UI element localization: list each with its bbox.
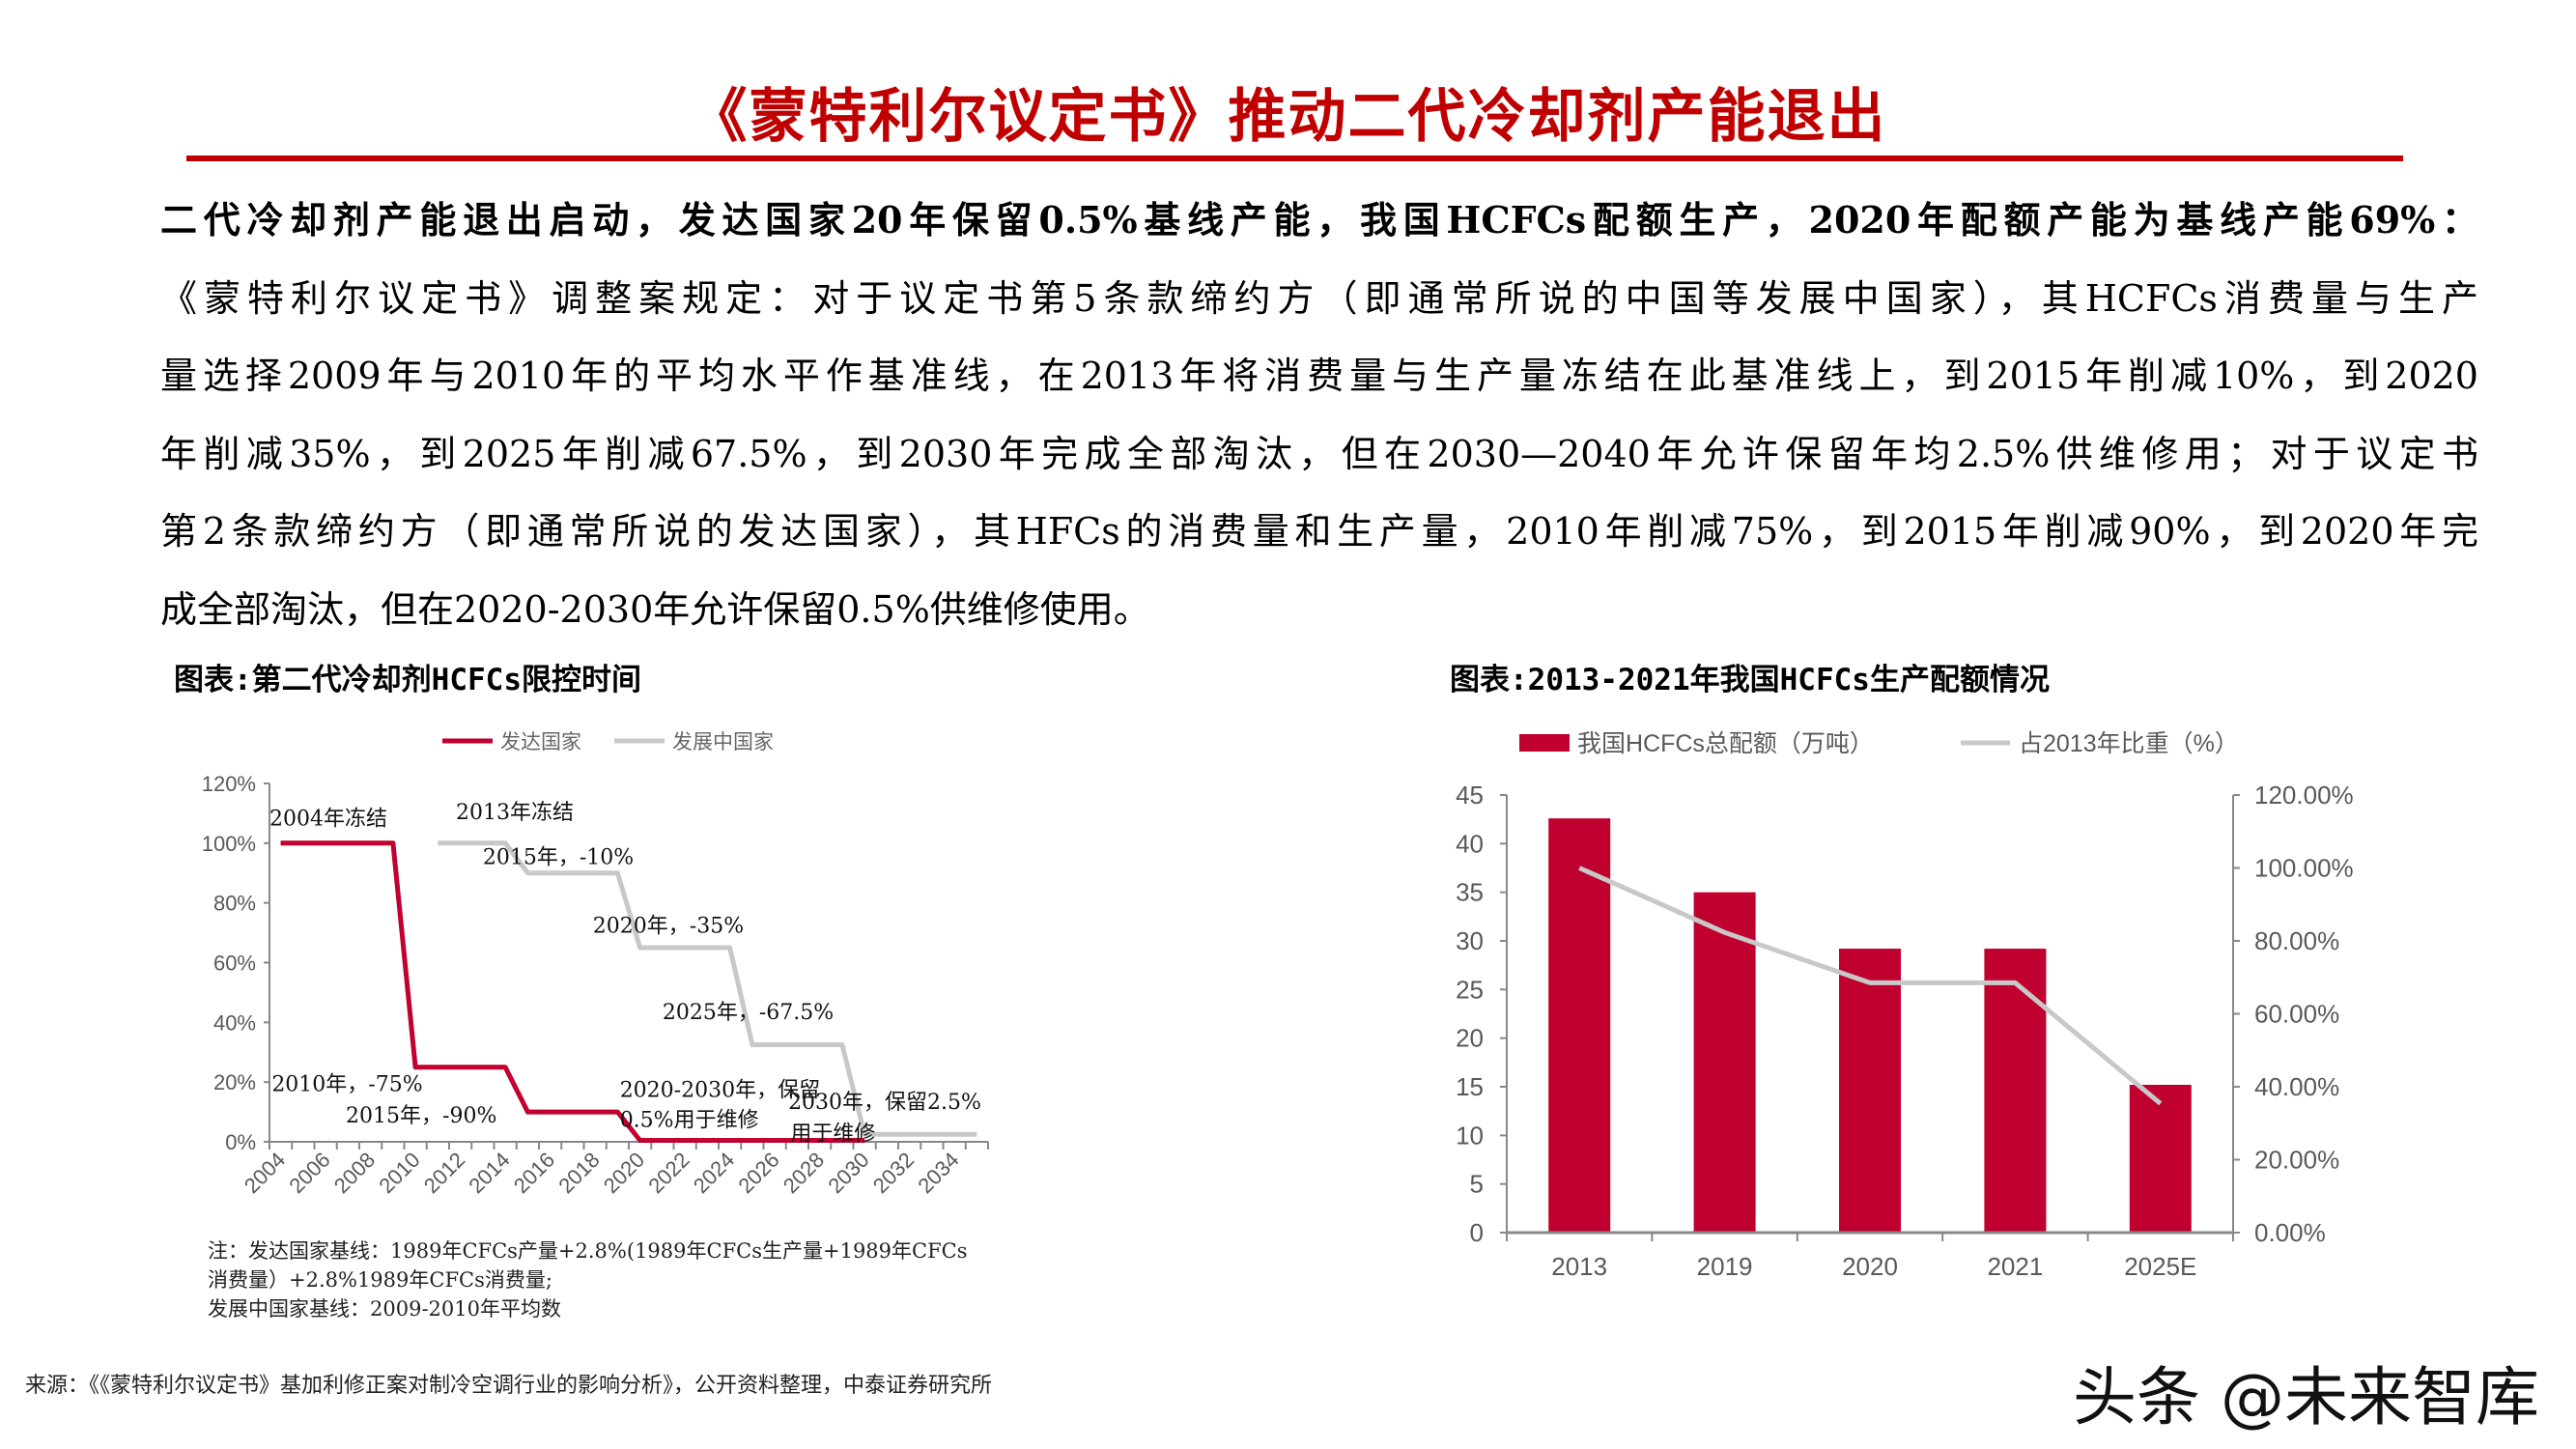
left-annotation: 2004年冻结 [269,807,387,831]
left-x-tick-label: 2018 [553,1148,604,1198]
body-line: 年削减35%，到2025年削减67.5%，到2030年完成全部淘汰，但在2030… [160,432,2478,475]
bar-2019 [1693,892,1756,1233]
left-series-line-developed [280,840,865,1143]
body-headline: 二代冷却剂产能退出启动，发达国家20年保留0.5%基线产能，我国HCFCs配额生… [160,198,2478,242]
left-x-tick-label: 2032 [868,1148,919,1198]
watermark-logo: 头条 @未来智库 [2073,1360,2539,1435]
note-line: 消费量）+2.8%1989年CFCs消费量; [208,1268,552,1292]
left-x-tick-label: 2022 [643,1148,694,1198]
left-annotation: 2010年，-75% [271,1072,422,1096]
left-y-tick-label: 0% [225,1130,256,1154]
right-y2-tick-label: 0.00% [2254,1218,2326,1247]
left-y-tick-label: 80% [213,892,256,916]
left-annotation: 0.5%用于维修 [620,1109,759,1133]
body-text: 二代冷却剂产能退出启动，发达国家20年保留0.5%基线产能，我国HCFCs配额生… [160,193,2478,660]
body-line: 第2条款缔约方（即通常所说的发达国家），其HFCs的消费量和生产量，2010年削… [160,510,2478,553]
left-x-tick-label: 2006 [284,1148,334,1198]
body-line: 量选择2009年与2010年的平均水平作基准线，在2013年将消费量与生产量冻结… [160,355,2478,397]
left-x-tick-label: 2014 [464,1148,514,1198]
right-y-tick-label: 45 [1456,781,1484,810]
title-divider [186,156,2403,161]
left-x-tick-label: 2034 [913,1148,963,1198]
left-x-tick-label: 2026 [733,1148,783,1198]
note-line: 发展中国家基线：2009-2010年平均数 [208,1297,561,1321]
left-annotation: 2020年，-35% [593,915,744,939]
bar-2025E [2129,1084,2192,1233]
right-x-tick-label: 2020 [1842,1252,1898,1281]
left-y-tick-label: 40% [213,1010,256,1035]
right-y-tick-label: 15 [1456,1072,1484,1101]
left-annotation: 2025年，-67.5% [663,1001,834,1025]
right-y2-tick-label: 20.00% [2254,1146,2339,1175]
right-y-tick-label: 35 [1456,878,1484,907]
right-y2-tick-label: 100.00% [2254,854,2354,883]
bar-2020 [1839,949,1901,1233]
right-y-tick-label: 20 [1456,1024,1484,1053]
left-x-tick-label: 2028 [778,1148,829,1198]
left-series-line-developing [438,840,977,1137]
right-y-tick-label: 10 [1456,1121,1484,1150]
left-legend-label: 发展中国家 [672,730,774,753]
bar-2013 [1548,818,1611,1233]
left-x-tick-label: 2020 [599,1148,649,1198]
slide-title: 《蒙特利尔议定书》推动二代冷却剂产能退出 [689,83,1887,151]
chart-note: 注：发达国家基线：1989年CFCs产量+2.8%(1989年CFCs生产量+1… [208,1236,968,1323]
left-x-tick-label: 2024 [689,1148,739,1198]
right-legend-bar-label: 我国HCFCs总配额（万吨） [1577,730,1874,757]
left-annotation: 2013年冻结 [456,801,574,825]
right-y2-tick-label: 120.00% [2254,781,2354,810]
right-x-tick-label: 2019 [1697,1252,1753,1281]
body-line: 成全部淘汰，但在2020-2030年允许保留0.5%供维修使用。 [160,587,1150,631]
left-y-tick-label: 60% [213,952,256,976]
bar-2021 [1984,949,2047,1233]
left-annotation: 2015年，-90% [346,1104,496,1128]
right-x-tick-label: 2013 [1551,1252,1607,1281]
left-chart-title: 图表:第二代冷却剂HCFCs限控时间 [174,663,641,697]
left-x-tick-label: 2004 [240,1148,290,1198]
left-x-tick-label: 2016 [509,1148,559,1198]
right-y-tick-label: 0 [1470,1218,1484,1247]
body-line: 《蒙特利尔议定书》调整案规定：对于议定书第5条款缔约方（即通常所说的中国等发展中… [160,276,2478,320]
left-x-tick-label: 2010 [374,1148,424,1198]
source-text: 来源：《《蒙特利尔议定书》基加利修正案对制冷空调行业的影响分析》，公开资料整理，… [25,1374,993,1398]
left-legend-label: 发达国家 [500,730,581,753]
note-line: 注：发达国家基线：1989年CFCs产量+2.8%(1989年CFCs生产量+1… [208,1239,968,1263]
right-legend-line-label: 占2013年比重（%） [2019,730,2239,757]
left-annotation: 用于维修 [790,1122,875,1146]
right-y-tick-label: 5 [1470,1170,1484,1199]
right-chart-title: 图表:2013-2021年我国HCFCs生产配额情况 [1450,663,2050,697]
left-x-tick-label: 2030 [823,1148,873,1198]
right-x-tick-label: 2021 [1987,1252,2043,1281]
right-y-tick-label: 40 [1456,829,1484,858]
right-y2-tick-label: 60.00% [2254,1000,2339,1029]
right-legend-bar-swatch [1519,734,1570,752]
left-y-tick-label: 20% [213,1070,256,1094]
right-x-tick-label: 2025E [2124,1252,2196,1281]
left-annotation: 2015年，-10% [483,845,634,869]
left-annotation: 2030年，保留2.5% [788,1091,981,1115]
right-y2-tick-label: 80.00% [2254,926,2339,955]
left-x-tick-label: 2008 [329,1148,380,1198]
left-x-tick-label: 2012 [419,1148,469,1198]
left-y-tick-label: 120% [202,772,256,796]
left-annotation: 2020-2030年，保留 [620,1079,820,1103]
right-y-tick-label: 30 [1456,926,1484,955]
left-y-tick-label: 100% [202,832,256,856]
right-y-tick-label: 25 [1456,975,1484,1004]
right-y2-tick-label: 40.00% [2254,1072,2339,1101]
